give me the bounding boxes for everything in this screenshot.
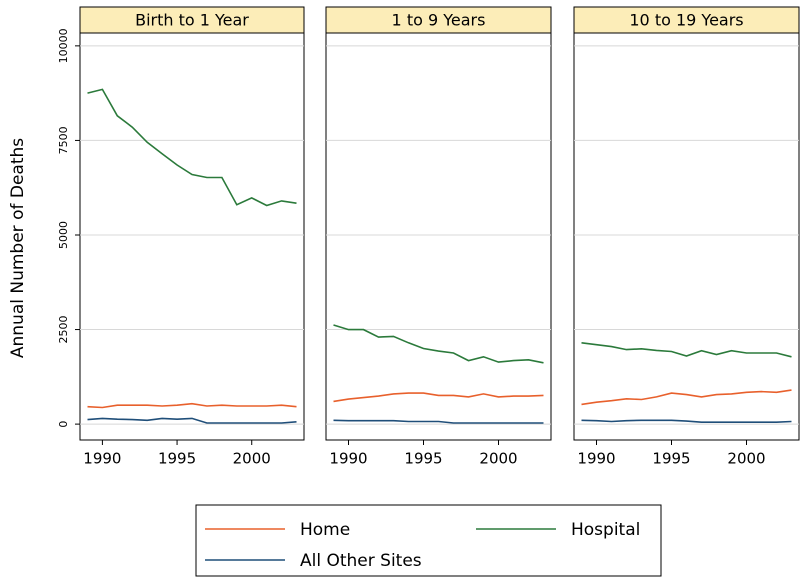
series-line — [581, 389, 792, 406]
series-line — [581, 342, 792, 358]
x-tick-label: 1995 — [652, 450, 690, 468]
x-tick-label: 1995 — [158, 450, 196, 468]
plot-area — [325, 32, 552, 441]
y-tick-label: 5000 — [57, 221, 70, 249]
y-tick-label: 2500 — [57, 316, 70, 344]
x-tick-label: 1990 — [577, 450, 615, 468]
y-tick-label: 0 — [57, 421, 70, 428]
y-tick-label: 10000 — [57, 28, 70, 63]
x-tick-label: 1990 — [329, 450, 367, 468]
y-tick-label: 7500 — [57, 126, 70, 154]
x-tick-label: 1990 — [83, 450, 121, 468]
plot-area — [573, 32, 800, 441]
series-line — [333, 392, 544, 403]
x-tick-label: 2000 — [479, 450, 517, 468]
panel-title: Birth to 1 Year — [135, 11, 249, 30]
series-line — [87, 88, 297, 207]
x-tick-label: 2000 — [233, 450, 271, 468]
series-line — [87, 417, 297, 424]
legend-label: All Other Sites — [300, 551, 422, 571]
y-axis-label: Annual Number of Deaths — [8, 138, 28, 358]
series-line — [333, 324, 544, 364]
panel-header — [79, 6, 305, 34]
panel-title: 10 to 19 Years — [629, 11, 743, 30]
panel-title: 1 to 9 Years — [392, 11, 486, 30]
x-tick-label: 2000 — [727, 450, 765, 468]
series-line — [581, 419, 792, 423]
panel-header — [573, 6, 800, 34]
legend-label: Hospital — [571, 520, 640, 540]
plot-area — [79, 32, 305, 441]
legend-label: Home — [300, 520, 350, 540]
x-tick-label: 1995 — [404, 450, 442, 468]
series-line — [87, 402, 297, 409]
legend — [195, 504, 662, 577]
series-line — [333, 419, 544, 424]
